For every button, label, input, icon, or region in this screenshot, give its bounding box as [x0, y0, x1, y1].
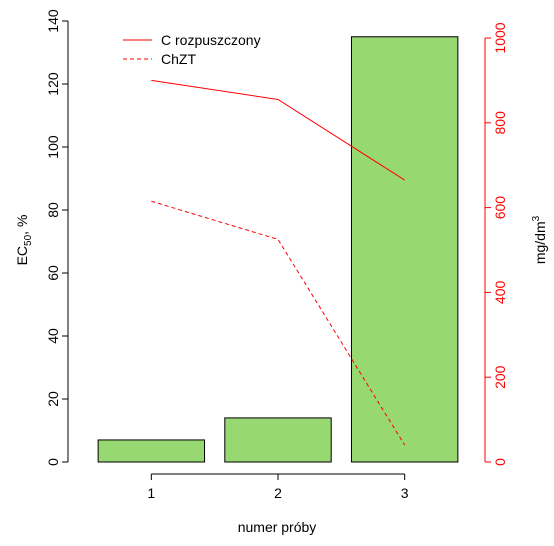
right-tick-label-200: 200: [492, 365, 508, 389]
series-line-1: [151, 200, 406, 446]
lines-group: [151, 79, 406, 446]
x-tick-label-1: 1: [147, 485, 155, 501]
legend: C rozpuszczony ChZT: [123, 32, 261, 67]
right-axis: 0 200 400 600 800 1000: [484, 22, 508, 466]
series-line-0: [151, 79, 405, 181]
x-tick-label-2: 2: [274, 485, 282, 501]
right-tick-label-400: 400: [492, 281, 508, 305]
bar-3: [350, 36, 459, 463]
right-tick-label-0: 0: [492, 458, 508, 466]
left-tick-label-20: 20: [45, 391, 61, 407]
x-tick-label-3: 3: [401, 485, 409, 501]
legend-label-chzt: ChZT: [161, 51, 196, 67]
left-axis: 0 20 40 60 80 100 120 140: [45, 9, 69, 466]
bars-group: [97, 36, 459, 463]
left-tick-label-80: 80: [45, 202, 61, 218]
bar-2: [224, 417, 332, 463]
left-tick-label-40: 40: [45, 328, 61, 344]
y-axis-title: EC50, %: [14, 215, 34, 266]
right-tick-label-800: 800: [492, 111, 508, 135]
bar-1: [97, 439, 206, 463]
right-tick-label-1000: 1000: [492, 22, 508, 53]
x-axis: 1 2 3: [147, 473, 409, 501]
left-tick-label-120: 120: [45, 72, 61, 96]
left-tick-label-140: 140: [45, 9, 61, 33]
right-tick-label-600: 600: [492, 196, 508, 220]
legend-label-c-rozpuszczony: C rozpuszczony: [161, 32, 261, 48]
y-right-axis-title: mg/dm3: [531, 215, 548, 264]
left-tick-label-60: 60: [45, 265, 61, 281]
x-axis-title: numer próby: [238, 519, 317, 535]
left-tick-label-100: 100: [45, 135, 61, 159]
left-tick-label-0: 0: [45, 458, 61, 466]
